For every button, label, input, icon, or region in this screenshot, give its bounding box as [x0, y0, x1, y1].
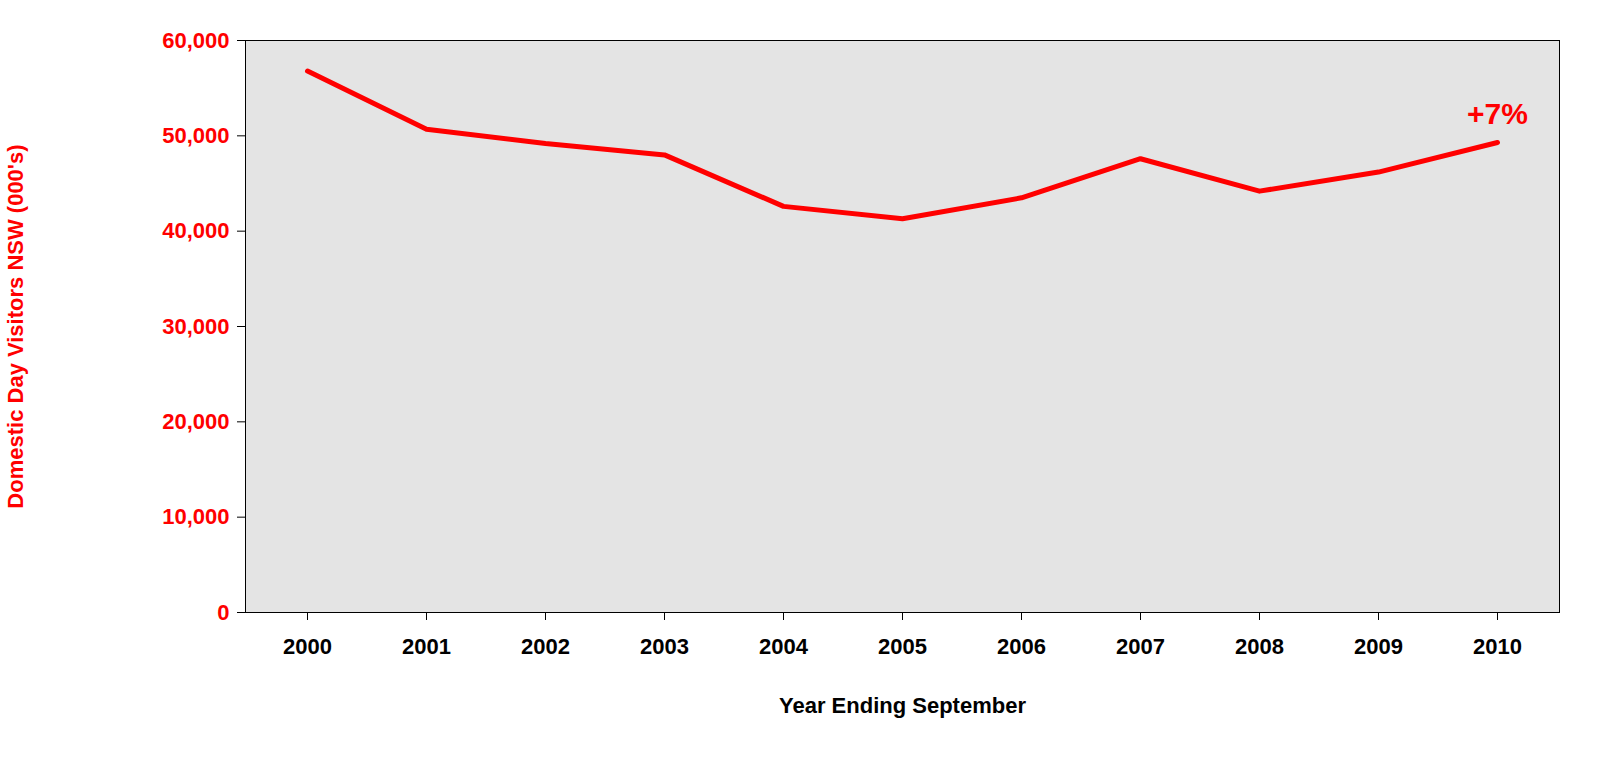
- svg-text:0: 0: [217, 600, 229, 625]
- svg-text:20,000: 20,000: [162, 409, 229, 434]
- svg-text:40,000: 40,000: [162, 218, 229, 243]
- svg-text:Domestic Day Visitors NSW (000: Domestic Day Visitors NSW (000's): [3, 144, 28, 508]
- svg-text:2010: 2010: [1473, 634, 1522, 659]
- svg-text:2004: 2004: [759, 634, 809, 659]
- svg-text:50,000: 50,000: [162, 123, 229, 148]
- svg-text:2001: 2001: [402, 634, 451, 659]
- svg-text:60,000: 60,000: [162, 28, 229, 53]
- svg-text:2008: 2008: [1235, 634, 1284, 659]
- svg-text:Year Ending September: Year Ending September: [779, 693, 1026, 718]
- svg-text:30,000: 30,000: [162, 314, 229, 339]
- svg-text:2006: 2006: [997, 634, 1046, 659]
- svg-text:2005: 2005: [878, 634, 927, 659]
- svg-text:+7%: +7%: [1467, 97, 1528, 130]
- svg-text:2009: 2009: [1354, 634, 1403, 659]
- svg-text:2002: 2002: [521, 634, 570, 659]
- svg-text:2003: 2003: [640, 634, 689, 659]
- svg-text:2007: 2007: [1116, 634, 1165, 659]
- svg-text:10,000: 10,000: [162, 504, 229, 529]
- svg-text:2000: 2000: [283, 634, 332, 659]
